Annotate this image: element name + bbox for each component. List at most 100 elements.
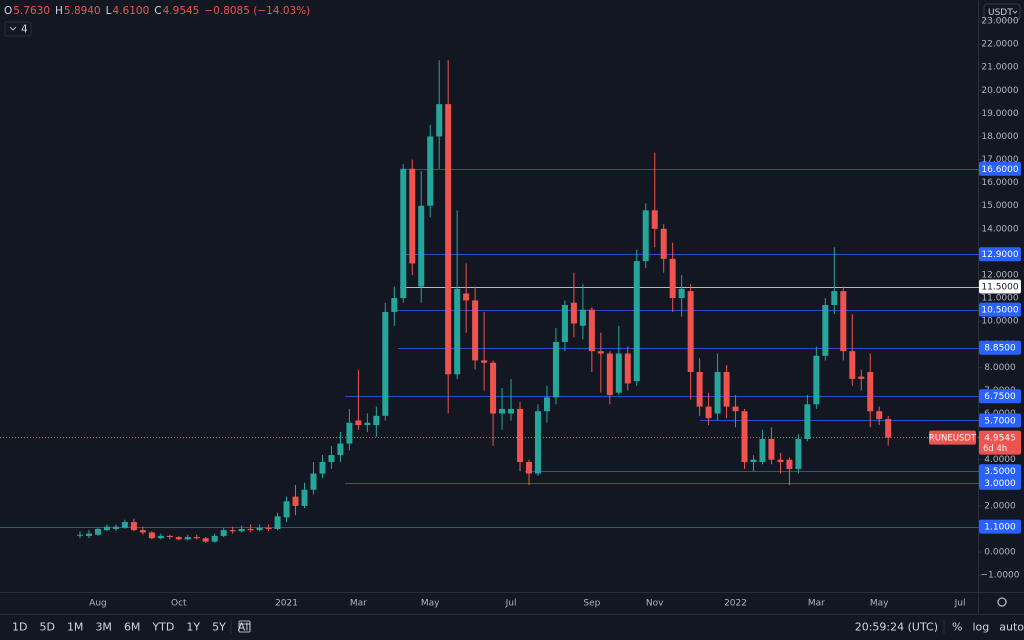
candle-body	[615, 353, 622, 393]
candle-body	[319, 462, 326, 474]
x-tick-label: Jul	[954, 599, 966, 609]
ohlc-value: 4.9545	[163, 5, 200, 17]
candle-body	[876, 411, 883, 420]
level-label: 8.8500	[984, 344, 1016, 354]
candle-body	[543, 397, 550, 412]
candle-body	[696, 371, 703, 407]
scale-option[interactable]: auto	[999, 621, 1024, 634]
candle-body	[517, 408, 524, 463]
candle-body	[346, 422, 353, 444]
candle-body	[220, 530, 227, 536]
candle-body	[526, 462, 532, 474]
range-button[interactable]: 1M	[67, 621, 84, 634]
settings-icon[interactable]	[997, 597, 1007, 607]
level-label: 6.7500	[984, 392, 1016, 402]
ohlc-value: 4.6100	[113, 5, 150, 17]
range-button[interactable]: YTD	[151, 621, 174, 634]
candle-body	[400, 168, 407, 299]
x-tick-label: May	[870, 599, 889, 609]
candle-body	[130, 522, 137, 531]
ohlc-key: O	[4, 5, 12, 17]
range-button[interactable]: 5D	[39, 621, 54, 634]
ohlc-value: 5.7630	[13, 5, 50, 17]
candle-body	[427, 136, 434, 206]
icon-shape	[238, 620, 251, 633]
candle-body	[669, 258, 676, 299]
candle-body	[454, 288, 461, 375]
candle-body	[184, 537, 191, 540]
indicators-chevron	[9, 26, 17, 31]
candle-body	[795, 438, 802, 469]
candle-body	[103, 526, 110, 531]
y-tick-label: 0.0000	[984, 548, 1016, 558]
date-range-icon[interactable]	[238, 620, 251, 633]
range-button[interactable]: 1Y	[186, 621, 200, 634]
scale-option[interactable]: %	[952, 621, 962, 634]
indicators-count[interactable]: 4	[21, 24, 28, 36]
candle-body	[148, 532, 155, 539]
level-label: 3.5000	[984, 467, 1016, 477]
candle-body	[481, 360, 488, 363]
candle-body	[77, 534, 83, 536]
y-tick-label: 19.0000	[981, 109, 1018, 119]
candle-body	[265, 527, 272, 529]
y-tick-label: 10.0000	[981, 317, 1018, 327]
currency-button[interactable]	[983, 3, 1021, 21]
candle-body	[247, 528, 254, 531]
candle-body	[139, 530, 146, 533]
candle-body	[499, 408, 506, 414]
level-badge	[979, 279, 1021, 294]
candle-body	[283, 501, 290, 518]
candle-body	[445, 104, 452, 375]
x-tick-label: Jul	[505, 599, 517, 609]
ohlc-value: 5.8940	[64, 5, 101, 17]
range-button[interactable]: 1D	[12, 621, 27, 634]
candle-body	[463, 293, 470, 301]
last-price-label: 4.9545	[984, 434, 1016, 444]
candle-body	[229, 530, 236, 532]
level-badge	[979, 340, 1021, 355]
candle-body	[849, 351, 856, 379]
x-tick-label: May	[421, 599, 440, 609]
x-tick-label: Oct	[171, 599, 187, 609]
candle-body	[687, 291, 694, 372]
candle-body	[391, 298, 398, 312]
x-tick-label: Mar	[808, 599, 825, 609]
x-tick-label: Sep	[583, 599, 600, 609]
ohlc-key: H	[55, 5, 63, 17]
y-tick-label: 2.0000	[984, 501, 1016, 511]
candle-body	[436, 104, 443, 137]
candle-body	[112, 526, 119, 529]
level-label: 16.6000	[981, 165, 1018, 175]
candle-body	[328, 455, 335, 463]
range-button[interactable]: 3M	[95, 621, 112, 634]
currency-label[interactable]: USDT	[988, 8, 1013, 18]
x-tick-label: 2022	[724, 599, 747, 609]
candle-body	[705, 406, 712, 419]
candle-body	[472, 300, 479, 361]
candle-body	[211, 535, 218, 542]
candle-body	[750, 459, 757, 463]
level-badge	[979, 389, 1021, 404]
y-tick-label: 23.0000	[981, 17, 1018, 27]
candle-body	[552, 341, 559, 398]
candle-body	[804, 404, 811, 439]
candle-body	[579, 309, 586, 326]
candle-body	[768, 438, 775, 460]
level-label: 3.0000	[984, 479, 1016, 489]
range-button[interactable]: 6M	[124, 621, 141, 634]
x-tick-label: Aug	[89, 599, 107, 609]
candle-body	[633, 261, 640, 382]
range-button[interactable]: 5Y	[212, 621, 226, 634]
candle-body	[157, 535, 164, 539]
y-tick-label: 11.0000	[981, 294, 1018, 304]
indicators-toggle[interactable]	[4, 21, 32, 37]
scale-option[interactable]: log	[972, 621, 989, 634]
level-label: 5.7000	[984, 416, 1016, 426]
candle-body	[85, 533, 92, 536]
candle-body	[490, 362, 497, 414]
candle-body	[166, 535, 173, 538]
y-tick-label: 8.0000	[984, 363, 1016, 373]
range-button[interactable]: All	[238, 621, 252, 634]
